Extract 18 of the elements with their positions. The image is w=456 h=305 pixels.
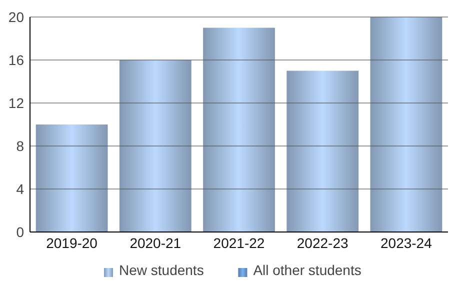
y-tick-label: 0 [16, 224, 24, 240]
bar [286, 70, 359, 232]
legend-label: All other students [253, 262, 362, 278]
y-tick-label: 8 [16, 138, 24, 154]
bar [203, 28, 275, 232]
x-tick-label: 2019-20 [46, 235, 98, 251]
x-tick-label: 2022-23 [296, 235, 348, 251]
y-tick-label: 20 [8, 8, 24, 25]
x-tick-label: 2023-24 [380, 235, 432, 251]
x-tick-label: 2020-21 [130, 235, 182, 251]
legend-label: New students [119, 262, 204, 278]
y-tick-label: 16 [8, 52, 24, 68]
bar [370, 17, 442, 232]
bar [36, 124, 108, 232]
y-tick-label: 4 [16, 180, 24, 197]
bar [119, 60, 192, 232]
y-tick-label: 12 [8, 94, 24, 111]
x-tick-label: 2021-22 [213, 235, 265, 251]
